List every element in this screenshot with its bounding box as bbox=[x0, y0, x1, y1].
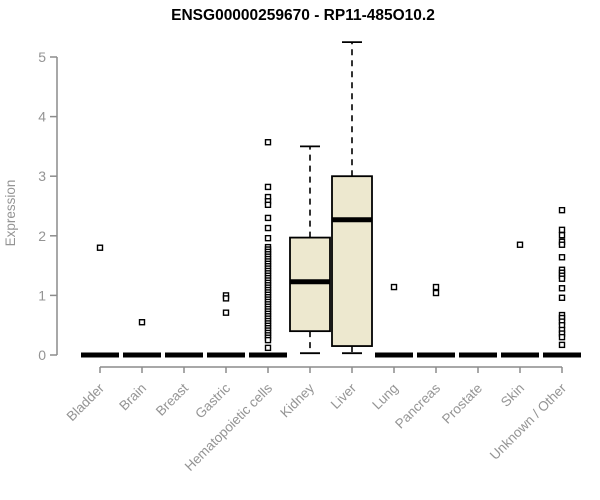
outlier-point bbox=[222, 295, 230, 302]
outlier-point bbox=[138, 319, 146, 326]
chart-title: ENSG00000259670 - RP11-485O10.2 bbox=[171, 7, 435, 24]
x-category-label: Liver bbox=[328, 380, 360, 412]
y-tick-label: 0 bbox=[38, 347, 46, 363]
x-category-label: Breast bbox=[153, 380, 191, 418]
outlier-point bbox=[558, 232, 566, 239]
outlier-point bbox=[432, 283, 440, 291]
y-tick-label: 2 bbox=[38, 228, 46, 244]
box bbox=[289, 236, 331, 333]
outlier-point bbox=[264, 224, 272, 232]
x-category-label: Prostate bbox=[439, 381, 485, 427]
y-tick-label: 4 bbox=[38, 109, 46, 125]
x-category-label: Kidney bbox=[277, 380, 317, 420]
outlier-point bbox=[390, 283, 398, 291]
outlier-point bbox=[558, 241, 566, 248]
outlier-point bbox=[264, 336, 272, 344]
outlier-point bbox=[264, 201, 272, 209]
box bbox=[331, 175, 373, 347]
outlier-point bbox=[558, 341, 566, 349]
outlier-point bbox=[264, 139, 272, 146]
y-axis-label: Expression bbox=[3, 180, 18, 247]
outlier-point bbox=[264, 183, 272, 191]
outlier-point bbox=[222, 309, 230, 316]
outlier-point bbox=[516, 241, 524, 248]
outlier-point bbox=[558, 285, 566, 292]
y-tick-label: 5 bbox=[38, 49, 46, 65]
outlier-point bbox=[96, 244, 104, 251]
x-category-label: Bladder bbox=[64, 380, 108, 424]
y-tick-label: 1 bbox=[38, 287, 46, 303]
x-category-label: Unknown / Other bbox=[487, 380, 570, 463]
outlier-point bbox=[558, 254, 566, 261]
outlier-point bbox=[432, 289, 440, 297]
x-category-label: Skin bbox=[498, 381, 527, 410]
outlier-point bbox=[558, 206, 566, 214]
outlier-point bbox=[264, 214, 272, 222]
outlier-point bbox=[558, 226, 566, 234]
x-category-label: Gastric bbox=[192, 380, 233, 421]
x-category-label: Brain bbox=[116, 381, 149, 414]
x-category-label: Lung bbox=[369, 381, 401, 413]
outlier-point bbox=[558, 294, 566, 301]
outlier-point bbox=[264, 344, 272, 352]
y-tick-label: 3 bbox=[38, 168, 46, 184]
outlier-point bbox=[558, 275, 566, 282]
outlier-point bbox=[558, 333, 566, 341]
outlier-point bbox=[264, 234, 272, 242]
x-category-label: Pancreas bbox=[392, 380, 443, 431]
